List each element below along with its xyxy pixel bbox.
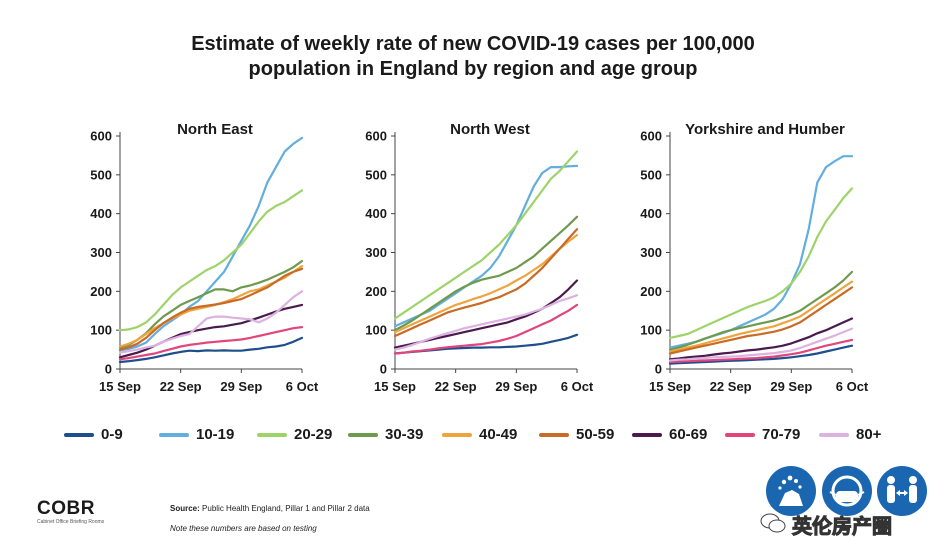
- legend-swatch-70-79: [725, 433, 755, 437]
- y-tick-label: 200: [640, 284, 662, 299]
- social-distancing-icon: [877, 466, 927, 516]
- series-line-80-plus: [393, 294, 579, 351]
- series-line-40-49: [118, 265, 304, 348]
- legend-swatch-40-49: [442, 433, 472, 437]
- x-tick-label: 29 Sep: [220, 379, 262, 394]
- legend-swatch-80-plus: [819, 433, 849, 437]
- series-line-20-29: [118, 189, 304, 332]
- y-tick-label: 0: [655, 362, 662, 377]
- y-tick-label: 200: [90, 284, 112, 299]
- legend-label-0-9: 0-9: [101, 426, 123, 443]
- panel-title: North East: [177, 121, 253, 138]
- series-line-40-49: [393, 233, 579, 334]
- legend-swatch-60-69: [632, 433, 662, 437]
- legend-swatch-0-9: [64, 433, 94, 437]
- chart-panel-yorkshire-and-humber: Yorkshire and Humber 0 100 200 300 400 500 600 1…: [640, 121, 869, 394]
- y-tick-label: 400: [640, 206, 662, 221]
- cobr-subtitle: Cabinet Office Briefing Rooms: [37, 519, 105, 525]
- chart-title-line1: Estimate of weekly rate of new COVID-19 …: [191, 33, 755, 55]
- x-tick-label: 22 Sep: [435, 379, 477, 394]
- y-tick-label: 600: [365, 129, 387, 144]
- panel-title: Yorkshire and Humber: [685, 121, 845, 138]
- x-tick-label: 29 Sep: [770, 379, 812, 394]
- y-tick-label: 400: [365, 206, 387, 221]
- y-tick-label: 0: [105, 362, 112, 377]
- series-line-50-59: [118, 267, 304, 351]
- x-tick-label: 6 Oct: [836, 379, 869, 394]
- series-line-50-59: [393, 228, 579, 338]
- y-tick-label: 100: [365, 323, 387, 338]
- legend-swatch-30-39: [348, 433, 378, 437]
- y-tick-label: 600: [90, 129, 112, 144]
- y-tick-label: 400: [90, 206, 112, 221]
- wechat-icon: [760, 513, 786, 533]
- legend-swatch-10-19: [159, 433, 189, 437]
- y-tick-label: 300: [90, 245, 112, 260]
- cobr-logo: COBR: [37, 498, 95, 519]
- series-line-70-79: [668, 338, 854, 364]
- series-line-70-79: [118, 326, 304, 361]
- x-tick-label: 15 Sep: [649, 379, 691, 394]
- legend-label-30-39: 30-39: [385, 426, 424, 443]
- series-line-80-plus: [668, 327, 854, 362]
- face-mask-icon: [822, 466, 872, 516]
- y-tick-label: 0: [380, 362, 387, 377]
- panel-title: North West: [450, 121, 530, 138]
- legend-label-70-79: 70-79: [762, 426, 801, 443]
- chart-panel-north-east: North East 0 100 200 300 400 500 600 15 Sep 22 Se…: [90, 121, 319, 394]
- series-line-0-9: [118, 336, 304, 364]
- series-line-70-79: [393, 303, 579, 355]
- y-tick-label: 500: [640, 167, 662, 182]
- legend-label-10-19: 10-19: [196, 426, 235, 443]
- series-line-10-19: [668, 155, 854, 349]
- y-tick-label: 300: [640, 245, 662, 260]
- legend-label-20-29: 20-29: [294, 426, 333, 443]
- legend-label-60-69: 60-69: [669, 426, 708, 443]
- x-tick-label: 15 Sep: [374, 379, 416, 394]
- series-line-40-49: [668, 280, 854, 353]
- x-tick-label: 22 Sep: [160, 379, 202, 394]
- y-tick-label: 300: [365, 245, 387, 260]
- source-label: Source:: [170, 504, 200, 513]
- x-tick-label: 6 Oct: [286, 379, 319, 394]
- series-line-60-69: [668, 317, 854, 361]
- x-tick-label: 6 Oct: [561, 379, 594, 394]
- watermark: 英伦房产圈: [756, 508, 946, 539]
- y-tick-label: 100: [90, 323, 112, 338]
- legend-label-40-49: 40-49: [479, 426, 518, 443]
- y-tick-label: 500: [90, 167, 112, 182]
- source-text: Public Health England, Pillar 1 and Pill…: [202, 504, 370, 513]
- hands-icon: [766, 466, 816, 516]
- series-line-20-29: [668, 187, 854, 339]
- legend-label-80-plus: 80+: [856, 426, 882, 443]
- watermark-text: 英伦房产圈: [792, 516, 893, 539]
- testing-note: Note these numbers are based on testing: [170, 524, 317, 533]
- series-line-10-19: [118, 136, 304, 352]
- y-tick-label: 100: [640, 323, 662, 338]
- series-line-30-39: [393, 215, 579, 332]
- legend-swatch-50-59: [539, 433, 569, 437]
- legend-label-50-59: 50-59: [576, 426, 615, 443]
- x-tick-label: 22 Sep: [710, 379, 752, 394]
- y-tick-label: 500: [365, 167, 387, 182]
- x-tick-label: 29 Sep: [495, 379, 537, 394]
- x-tick-label: 15 Sep: [99, 379, 141, 394]
- series-line-0-9: [668, 344, 854, 365]
- source-line: Source: Public Health England, Pillar 1 …: [170, 504, 370, 513]
- legend: 0-9 10-19 20-29 30-39 40-49 50-59 60-69 …: [64, 424, 904, 446]
- chart-title-line2: population in England by region and age …: [248, 58, 698, 80]
- series-line-50-59: [668, 286, 854, 355]
- legend-swatch-20-29: [257, 433, 287, 437]
- series-line-80-plus: [118, 290, 304, 354]
- y-tick-label: 600: [640, 129, 662, 144]
- series-line-30-39: [668, 270, 854, 351]
- y-tick-label: 200: [365, 284, 387, 299]
- series-line-30-39: [118, 259, 304, 349]
- series-line-20-29: [393, 150, 579, 320]
- chart-panel-north-west: North West 0 100 200 300 400 500 600 15 Sep 22 Se…: [365, 121, 594, 394]
